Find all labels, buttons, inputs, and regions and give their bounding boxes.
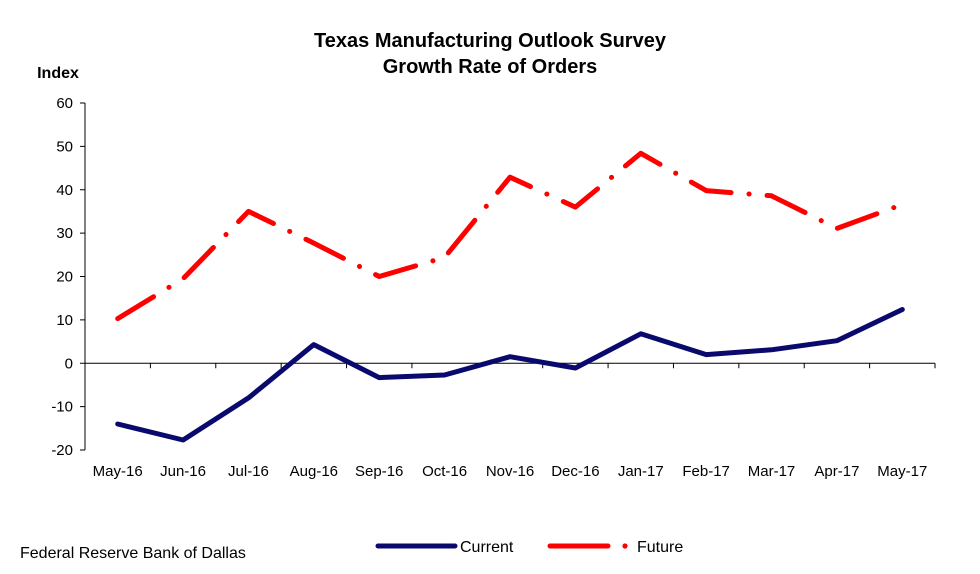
legend: Current Future: [375, 539, 683, 556]
y-tick-label: 40: [56, 182, 73, 199]
x-tick-label: Oct-16: [422, 463, 467, 480]
source-note: Federal Reserve Bank of Dallas: [20, 545, 246, 562]
axes: 60 50 40 30 20 10 0 -10 -20 May-16 Jun-16 Jul-16 Aug…: [51, 95, 936, 480]
series-layer: [115, 150, 905, 443]
x-tick-label: Jan-17: [618, 463, 664, 480]
x-tick-label: Aug-16: [290, 463, 338, 480]
x-tick-label: Sep-16: [355, 463, 403, 480]
chart-title-line-1: Texas Manufacturing Outlook Survey: [314, 30, 667, 52]
y-tick-label: 30: [56, 225, 73, 242]
series-line-current: [115, 307, 905, 443]
series-line-future: [115, 150, 905, 322]
y-tick-label: 20: [56, 269, 73, 286]
legend-current-label: Current: [460, 539, 514, 556]
x-tick-label: Jul-16: [228, 463, 269, 480]
chart-title-line-2: Growth Rate of Orders: [383, 56, 597, 78]
y-tick-label: 0: [65, 355, 73, 372]
x-tick-label: Dec-16: [551, 463, 599, 480]
x-tick-label: Feb-17: [682, 463, 730, 480]
y-tick-label: 10: [56, 312, 73, 329]
x-tick-label: May-17: [877, 463, 927, 480]
legend-future-dot: [622, 543, 628, 549]
x-tick-label: Jun-16: [160, 463, 206, 480]
y-tick-label: -20: [51, 442, 73, 459]
x-tick-label: Apr-17: [814, 463, 859, 480]
legend-future-label: Future: [637, 539, 683, 556]
y-axis-label: Index: [37, 65, 79, 82]
x-tick-label: Mar-17: [748, 463, 796, 480]
x-tick-label: May-16: [93, 463, 143, 480]
y-tick-label: 50: [56, 138, 73, 155]
x-tick-label: Nov-16: [486, 463, 534, 480]
y-tick-label: 60: [56, 95, 73, 112]
y-tick-label: -10: [51, 399, 73, 416]
